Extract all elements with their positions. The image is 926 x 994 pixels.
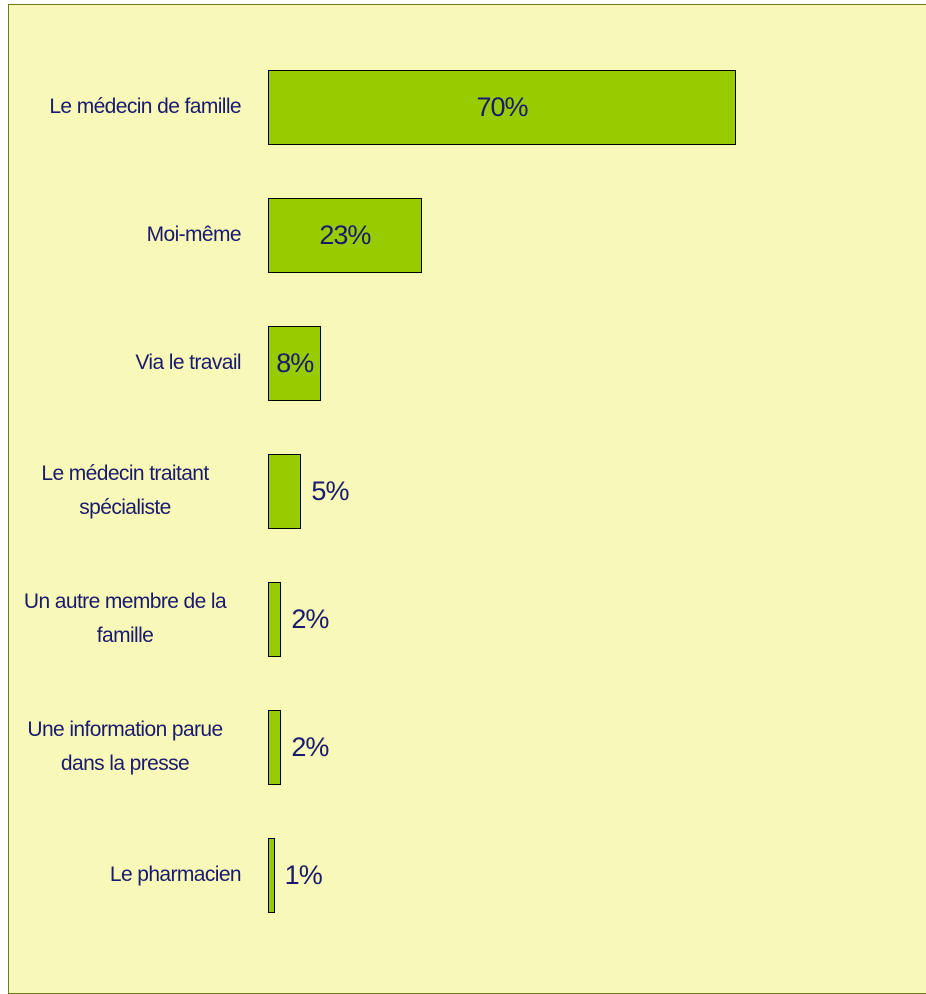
- value-label: 8%: [276, 348, 314, 378]
- category-label: Une information parue dans la presse: [9, 707, 241, 787]
- value-label: 2%: [291, 732, 329, 762]
- bar: [268, 197, 422, 273]
- category-label: Le pharmacien: [9, 835, 242, 915]
- bar: [268, 581, 282, 657]
- bar: [268, 453, 302, 529]
- category-label: Un autre membre de la famille: [9, 579, 241, 659]
- category-label: Moi-même: [9, 195, 242, 275]
- value-label: 5%: [311, 476, 349, 506]
- category-text: Le pharmacien: [109, 863, 242, 886]
- bar: [268, 837, 275, 913]
- bar: [268, 709, 282, 785]
- value-label: 23%: [319, 220, 371, 250]
- bar: [268, 69, 737, 145]
- category-text: Le médecin traitant spécialiste: [41, 462, 209, 519]
- category-label: Le médecin traitant spécialiste: [9, 451, 241, 531]
- category-text: Une information parue dans la presse: [27, 718, 223, 775]
- category-text: Moi-même: [146, 223, 242, 246]
- category-label: Le médecin de famille: [9, 67, 241, 147]
- category-label: Via le travail: [9, 323, 241, 403]
- chart: Le médecin de famille 70% Moi-même 23% Via l…: [8, 4, 926, 994]
- category-text: Un autre membre de la famille: [23, 590, 227, 647]
- category-text: Le médecin de famille: [49, 95, 241, 118]
- value-label: 70%: [476, 92, 529, 122]
- value-label: 1%: [284, 860, 323, 890]
- bar: [268, 325, 322, 401]
- category-text: Via le travail: [135, 351, 241, 374]
- value-label: 2%: [291, 604, 329, 634]
